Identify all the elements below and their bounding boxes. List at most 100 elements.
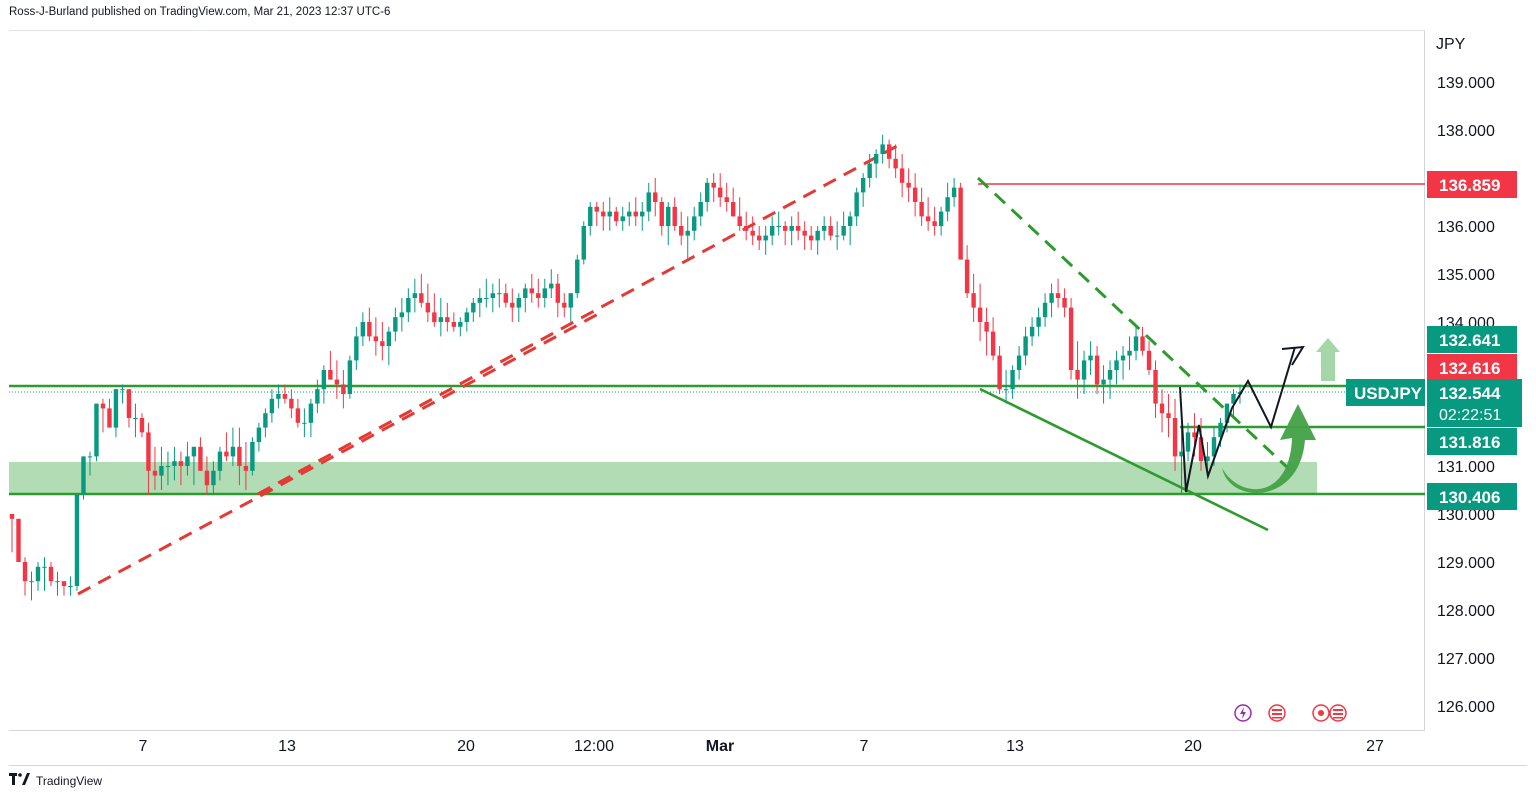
candle-body[interactable] [906, 182, 911, 188]
price-label-support-lower[interactable]: 130.406 [1427, 483, 1517, 510]
candle-body[interactable] [932, 221, 937, 226]
current-price-label[interactable]: 132.544 02:22:51 [1427, 379, 1522, 427]
price-label-resistance[interactable]: 136.859 [1427, 171, 1517, 198]
candle-body[interactable] [516, 298, 521, 308]
candle-body[interactable] [126, 389, 132, 418]
downtrend-dashed-line[interactable] [976, 176, 1292, 472]
candle-body[interactable] [321, 370, 327, 390]
candle-body[interactable] [977, 307, 983, 322]
uptrend-dashed-line-2[interactable] [257, 144, 898, 496]
candle-body[interactable] [48, 566, 54, 582]
candle-body[interactable] [737, 216, 742, 226]
symbol-tag[interactable]: USDJPY [1346, 379, 1425, 406]
candle-body[interactable] [347, 360, 353, 394]
candle-body[interactable] [1016, 355, 1022, 370]
candle-body[interactable] [945, 197, 950, 212]
candle-body[interactable] [958, 187, 963, 260]
curved-bullish-arrow-icon[interactable] [1222, 404, 1316, 493]
candle-body[interactable] [295, 408, 301, 423]
candle-body[interactable] [724, 197, 729, 202]
candle-body[interactable] [406, 298, 411, 313]
candle-body[interactable] [1075, 370, 1080, 380]
candle-body[interactable] [250, 442, 255, 471]
candle-body[interactable] [1114, 360, 1119, 370]
candle-body[interactable] [211, 470, 216, 486]
candle-body[interactable] [1029, 326, 1035, 337]
uptrend-dashed-line-1[interactable] [77, 311, 601, 596]
candle-body[interactable] [1179, 451, 1184, 457]
candle-body[interactable] [575, 259, 580, 294]
candle-body[interactable] [601, 211, 606, 217]
candle-body[interactable] [172, 461, 177, 466]
candle-body[interactable] [328, 370, 333, 380]
candle-body[interactable] [679, 226, 684, 236]
candle-body[interactable] [925, 216, 931, 222]
candle-body[interactable] [289, 398, 294, 409]
candle-body[interactable] [159, 466, 164, 476]
candle-body[interactable] [1036, 317, 1041, 327]
event-icons[interactable] [1234, 704, 1347, 722]
candle-body[interactable] [782, 226, 788, 231]
candle-body[interactable] [555, 283, 560, 303]
candle-body[interactable] [1101, 379, 1106, 385]
candle-body[interactable] [536, 293, 541, 298]
candle-body[interactable] [393, 317, 398, 332]
us-flag-event-icon[interactable] [1268, 704, 1286, 722]
candle-body[interactable] [451, 322, 457, 327]
candle-body[interactable] [815, 230, 820, 241]
candle-body[interactable] [1055, 293, 1061, 298]
candle-body[interactable] [867, 163, 872, 178]
candle-body[interactable] [419, 293, 424, 303]
time-axis[interactable]: 7 13 20 12:00 Mar 7 13 20 27 [139, 738, 1384, 755]
support-trendline[interactable] [979, 387, 1269, 532]
candle-body[interactable] [938, 211, 944, 226]
candle-body[interactable] [1205, 456, 1210, 462]
candle-body[interactable] [744, 226, 749, 231]
candle-body[interactable] [854, 192, 859, 217]
candle-body[interactable] [659, 202, 664, 226]
candle-body[interactable] [549, 283, 554, 289]
candle-body[interactable] [1107, 370, 1113, 380]
candle-body[interactable] [1081, 360, 1087, 380]
candle-body[interactable] [692, 216, 697, 231]
candle-body[interactable] [458, 322, 463, 327]
candle-body[interactable] [711, 182, 716, 188]
candle-body[interactable] [386, 331, 392, 346]
candle-body[interactable] [912, 187, 918, 202]
candle-body[interactable] [1198, 437, 1204, 462]
candle-body[interactable] [503, 293, 508, 303]
candle-body[interactable] [107, 408, 112, 428]
candle-body[interactable] [204, 470, 210, 486]
candle-body[interactable] [529, 288, 534, 294]
candle-body[interactable] [269, 398, 275, 414]
candle-body[interactable] [646, 192, 651, 212]
candle-body[interactable] [302, 422, 307, 424]
candle-body[interactable] [29, 581, 34, 583]
candle-body[interactable] [367, 322, 372, 337]
candle-body[interactable] [880, 144, 885, 154]
candle-body[interactable] [808, 235, 814, 241]
candle-body[interactable] [432, 312, 437, 322]
candle-body[interactable] [139, 418, 145, 433]
candle-body[interactable] [354, 336, 359, 361]
candle-body[interactable] [899, 168, 905, 183]
candle-body[interactable] [581, 226, 586, 260]
us-flag-event-icon[interactable] [1329, 704, 1347, 722]
candle-body[interactable] [685, 230, 690, 236]
candle-body[interactable] [61, 581, 67, 586]
candle-body[interactable] [373, 336, 379, 342]
lightning-event-icon[interactable] [1234, 704, 1252, 722]
candle-body[interactable] [1127, 350, 1132, 356]
candle-body[interactable] [497, 293, 502, 295]
candle-body[interactable] [964, 259, 970, 294]
candle-body[interactable] [165, 466, 171, 467]
candle-body[interactable] [237, 446, 242, 466]
candle-body[interactable] [886, 144, 892, 159]
candle-body[interactable] [984, 322, 989, 332]
candle-body[interactable] [672, 206, 677, 226]
candle-body[interactable] [412, 293, 418, 298]
candle-body[interactable] [1088, 355, 1093, 361]
candle-body[interactable] [191, 446, 197, 457]
candle-body[interactable] [841, 226, 846, 236]
